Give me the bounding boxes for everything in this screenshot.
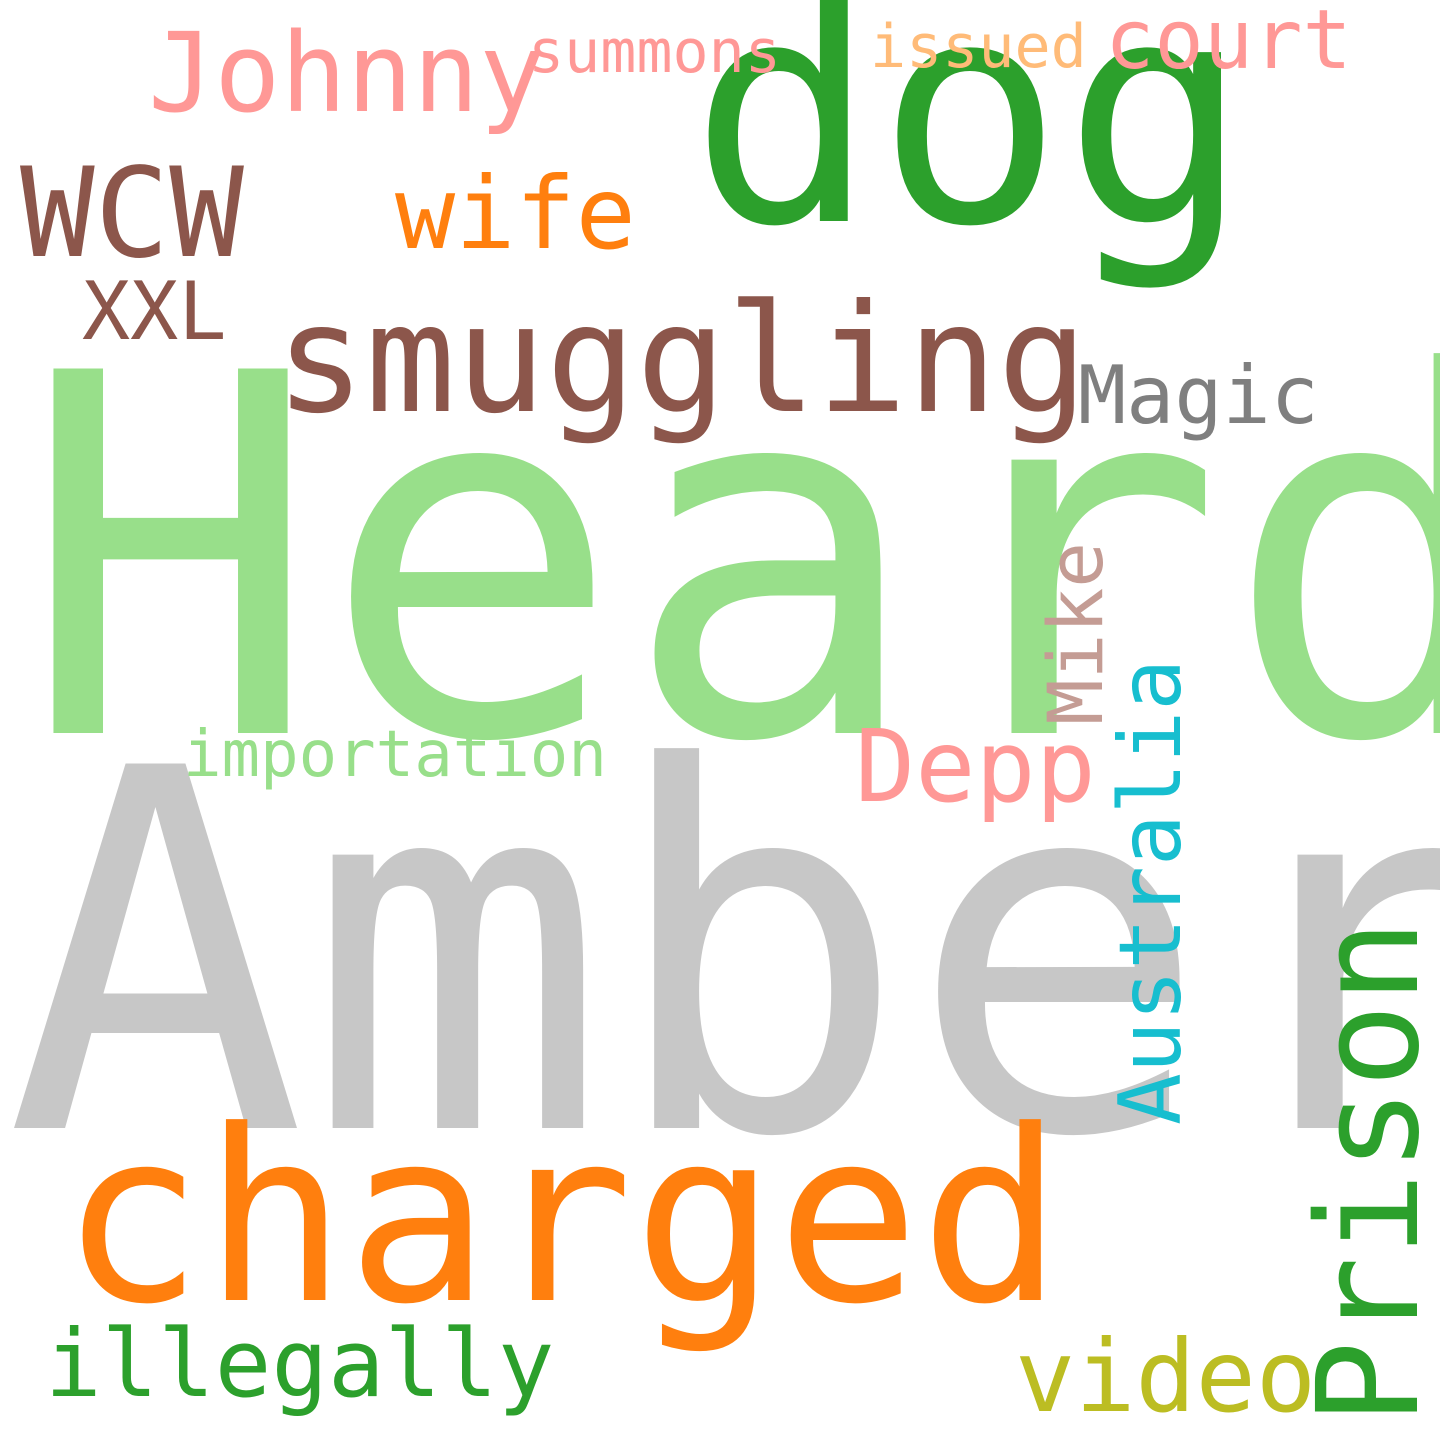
word-smuggling: smuggling — [275, 273, 1088, 447]
word-australia: Australia — [1101, 659, 1201, 1125]
word-heard: Heard — [20, 269, 1440, 851]
word-wcw: WCW — [20, 142, 244, 286]
word-dog: dog — [690, 0, 1250, 295]
word-prison: Prison — [1288, 919, 1440, 1425]
word-magic: Magic — [1078, 349, 1319, 442]
word-video: video — [1015, 1318, 1317, 1435]
word-court: court — [1105, 0, 1352, 88]
word-mike: Mike — [1031, 541, 1120, 725]
word-summons: summons — [528, 17, 781, 87]
word-illegally: illegally — [45, 1310, 555, 1419]
word-charged: charged — [60, 1080, 1064, 1357]
word-johnny: Johnny — [148, 9, 546, 137]
word-xxl: XXL — [82, 265, 227, 358]
word-issued: issued — [870, 12, 1087, 82]
word-depp: Depp — [855, 708, 1096, 825]
word-importation: importation — [183, 718, 607, 792]
word-amber: Amber — [5, 664, 1440, 1246]
word-wife: wife — [395, 155, 636, 272]
